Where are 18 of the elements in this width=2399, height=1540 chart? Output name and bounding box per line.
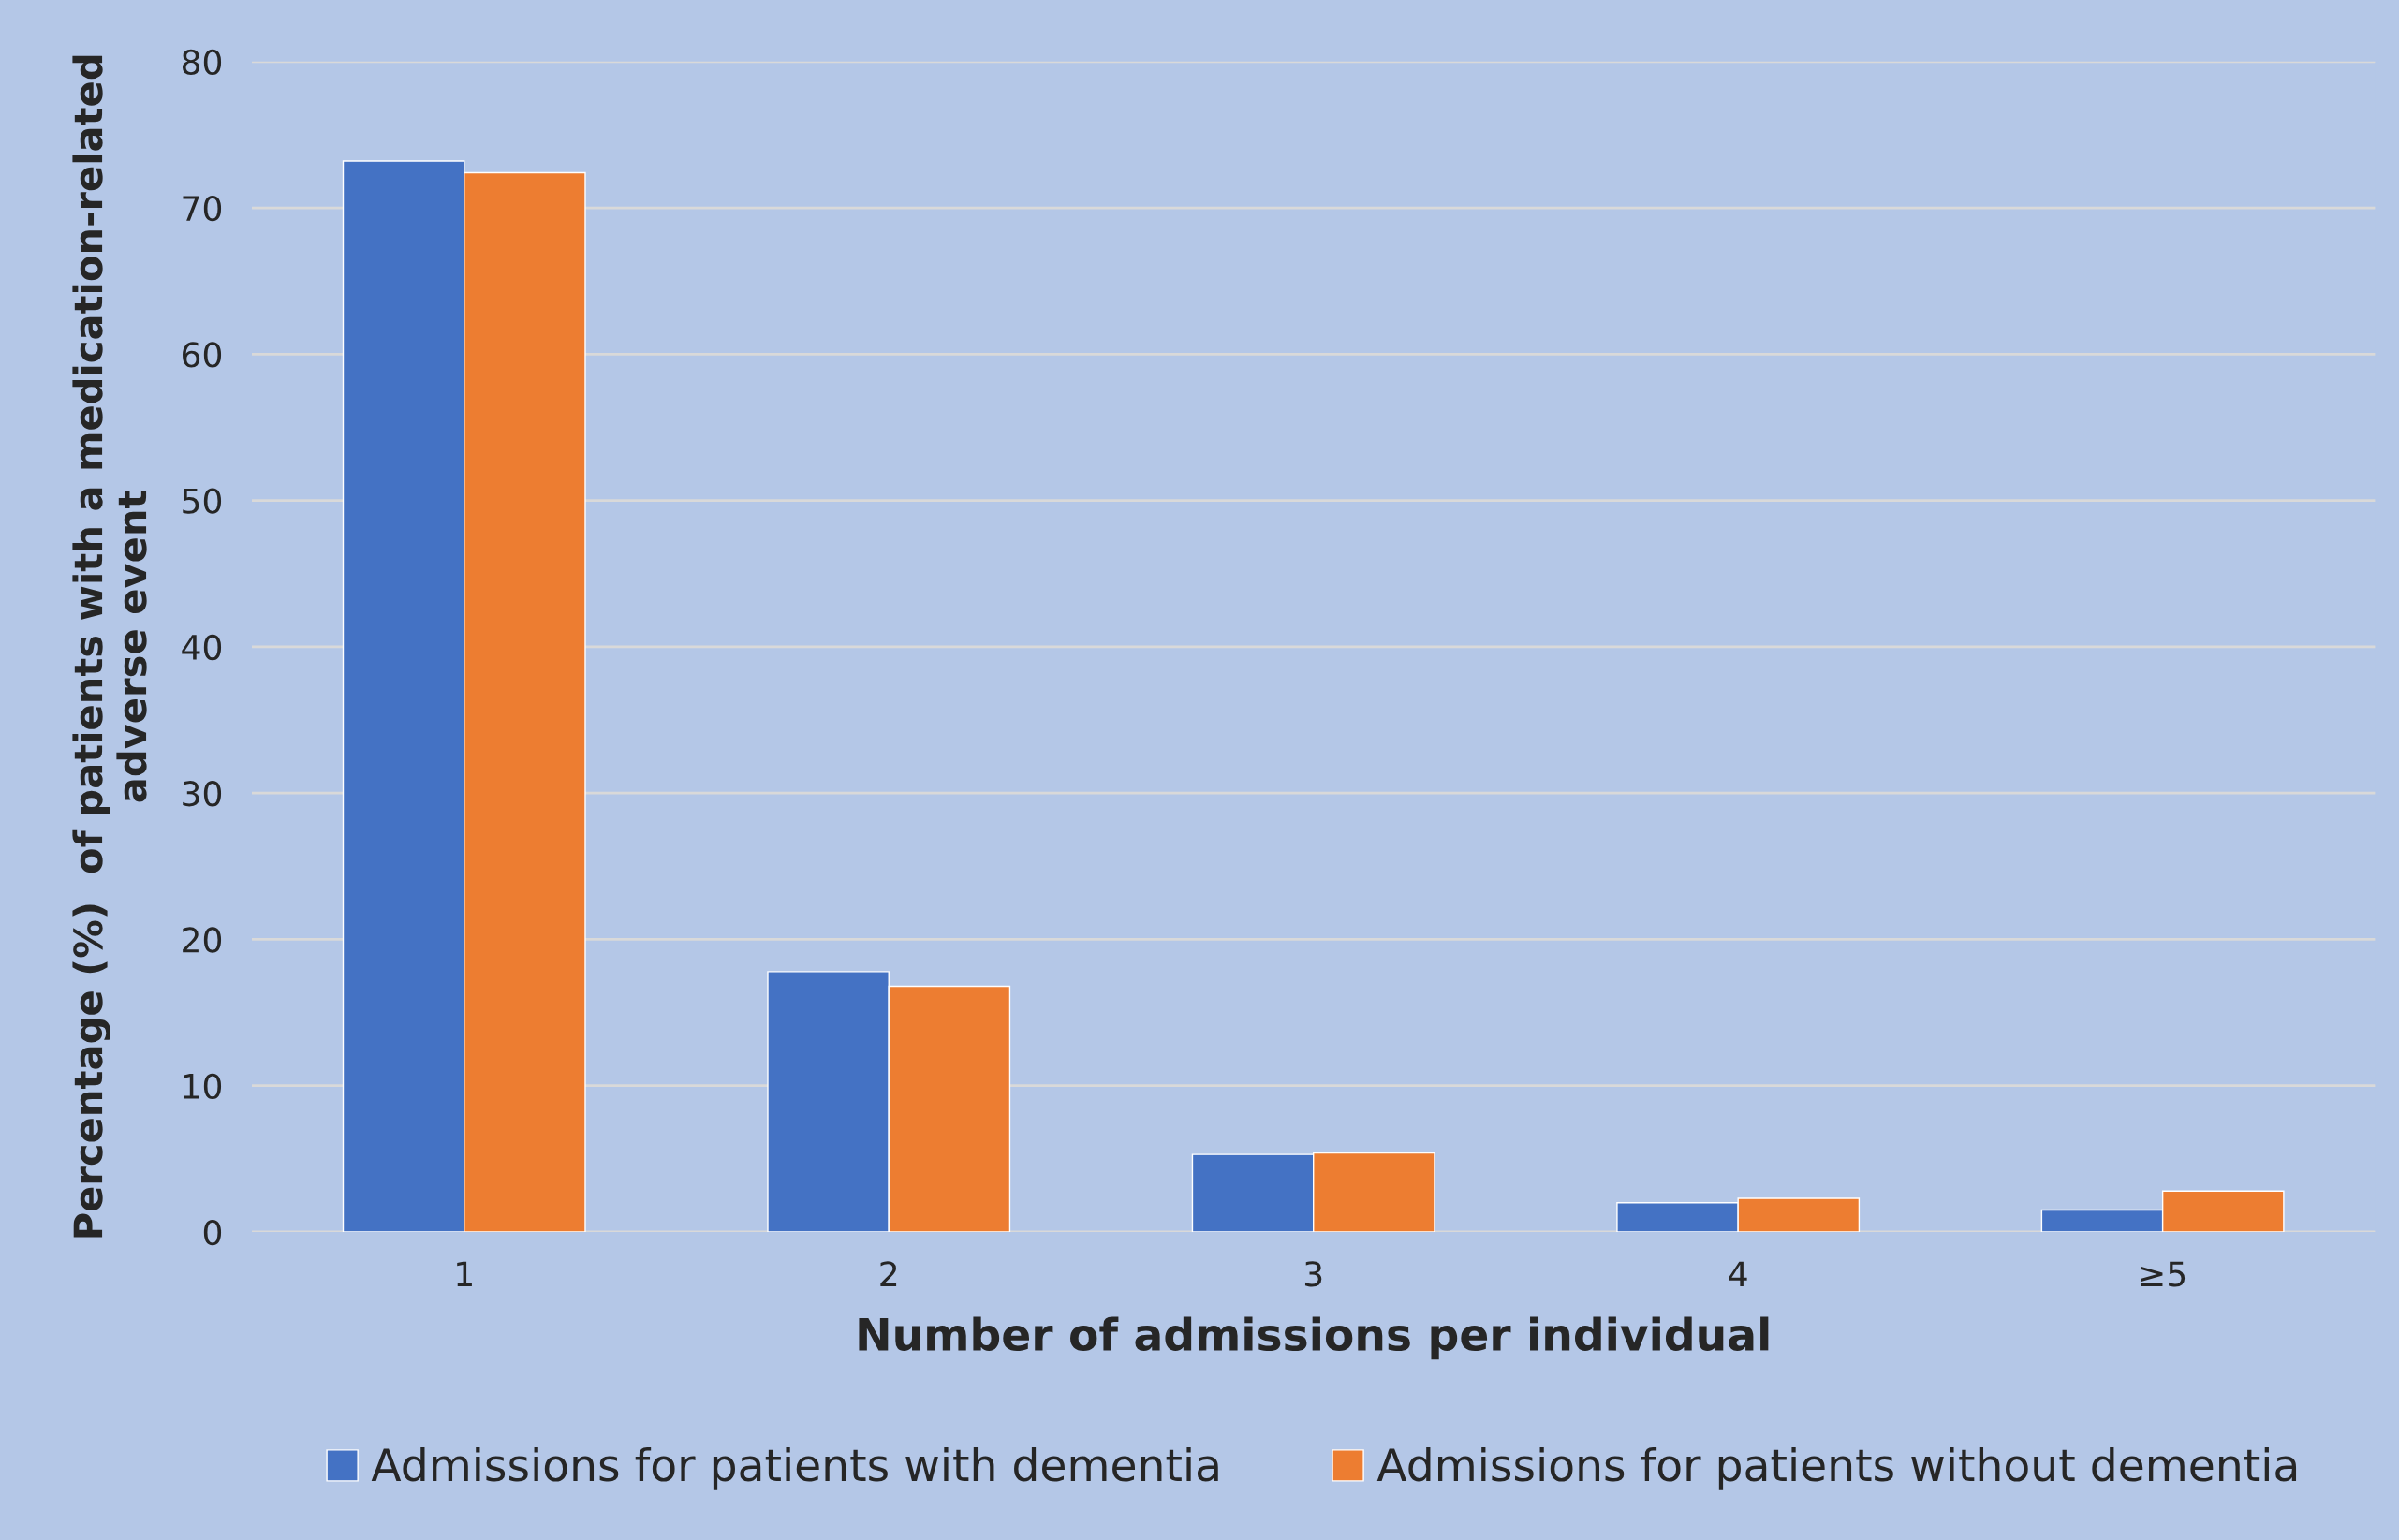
x-tick-label: 1 xyxy=(457,1261,472,1286)
y-tick-label: 20 xyxy=(183,927,222,953)
y-tick-label: 70 xyxy=(183,195,222,222)
y-axis-title: Percentage (%) of patients with a medication-related adverse event xyxy=(72,55,147,1238)
y-tick-label: 80 xyxy=(182,49,222,76)
x-tick-label: 2 xyxy=(880,1261,897,1286)
y-tick-label: 10 xyxy=(184,1073,222,1099)
legend-label: Admissions for patients without dementia xyxy=(1376,1447,2297,1490)
x-tick-label: ≥5 xyxy=(2141,1261,2186,1287)
y-tick-label: 0 xyxy=(203,1219,222,1246)
x-tick-label: 3 xyxy=(1304,1261,1322,1287)
y-tick-label: 40 xyxy=(182,634,222,661)
y-tick-label: 30 xyxy=(183,781,222,807)
y-tick-label: 60 xyxy=(183,342,222,368)
x-tick-label: 4 xyxy=(1729,1261,1747,1286)
x-axis-title: Number of admissions per individual xyxy=(859,1316,1769,1360)
y-tick-label: 50 xyxy=(183,488,222,514)
legend-label: Admissions for patients with dementia xyxy=(371,1447,1218,1490)
